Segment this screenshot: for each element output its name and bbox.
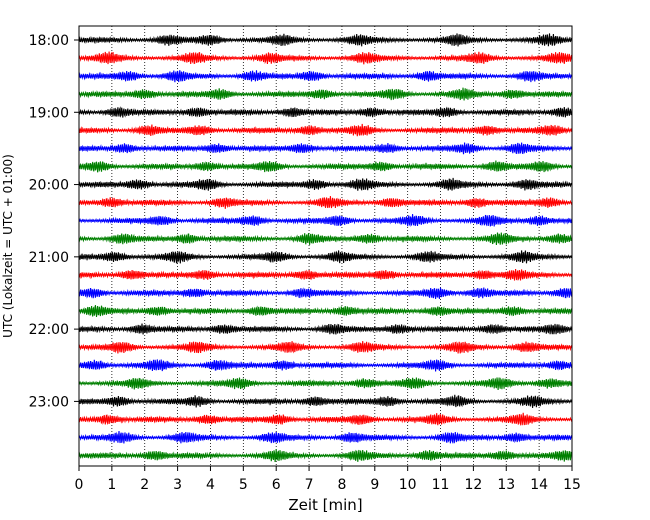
y-axis-ticks: 18:00 19:00 20:00 21:00 22:00 23:00	[29, 33, 79, 410]
trace-2330	[78, 430, 573, 444]
trace-2300	[78, 394, 573, 409]
x-tick-label: 8	[337, 477, 346, 493]
x-axis-label: Zeit [min]	[288, 496, 362, 514]
trace-1830	[78, 70, 573, 83]
trace-1815	[78, 51, 573, 65]
trace-2130	[78, 287, 573, 300]
y-tick-label: 20:00	[29, 178, 69, 194]
x-tick-label: 6	[272, 477, 281, 493]
y-tick-label: 19:00	[29, 105, 69, 121]
x-tick-label: 15	[563, 477, 581, 493]
x-tick-label: 9	[370, 477, 379, 493]
trace-2045	[78, 232, 573, 246]
x-tick-label: 2	[140, 477, 149, 493]
trace-2200	[78, 323, 573, 335]
trace-1900	[78, 106, 573, 118]
y-tick-label: 21:00	[29, 250, 69, 266]
x-tick-label: 5	[239, 477, 248, 493]
x-tick-label: 7	[305, 477, 314, 493]
x-tick-label: 3	[173, 477, 182, 493]
trace-2345	[78, 449, 573, 463]
trace-1930	[78, 142, 573, 155]
y-tick-label: 18:00	[29, 33, 69, 49]
plot-frame	[78, 25, 573, 467]
x-tick-label: 10	[399, 477, 417, 493]
x-tick-label: 13	[497, 477, 515, 493]
x-tick-label: 4	[206, 477, 215, 493]
x-axis-ticks: 0 1 2 3 4 5 6 7 8 9 10 11 12 13 14 15	[75, 466, 581, 493]
y-tick-label: 22:00	[29, 322, 69, 338]
x-tick-label: 11	[432, 477, 450, 493]
trace-2000	[78, 177, 573, 191]
trace-1915	[78, 123, 573, 137]
trace-2030	[78, 214, 573, 227]
trace-2015	[78, 196, 573, 209]
vertical-grid	[111, 26, 540, 466]
x-tick-label: 1	[107, 477, 116, 493]
y-tick-label: 23:00	[29, 394, 69, 410]
trace-2215	[78, 341, 573, 354]
x-tick-label: 0	[75, 477, 84, 493]
trace-1800	[78, 33, 573, 47]
trace-2315	[78, 412, 573, 427]
trace-1845	[78, 87, 573, 101]
trace-2230	[78, 359, 573, 372]
trace-2115	[78, 269, 573, 282]
trace-layer	[78, 33, 573, 463]
x-tick-label: 12	[464, 477, 482, 493]
trace-1945	[78, 160, 573, 173]
trace-2245	[78, 377, 573, 391]
trace-2145	[78, 305, 573, 318]
trace-2100	[78, 250, 573, 264]
y-axis-label: UTC (Lokalzeit = UTC + 01:00)	[1, 154, 15, 338]
x-tick-label: 14	[530, 477, 548, 493]
